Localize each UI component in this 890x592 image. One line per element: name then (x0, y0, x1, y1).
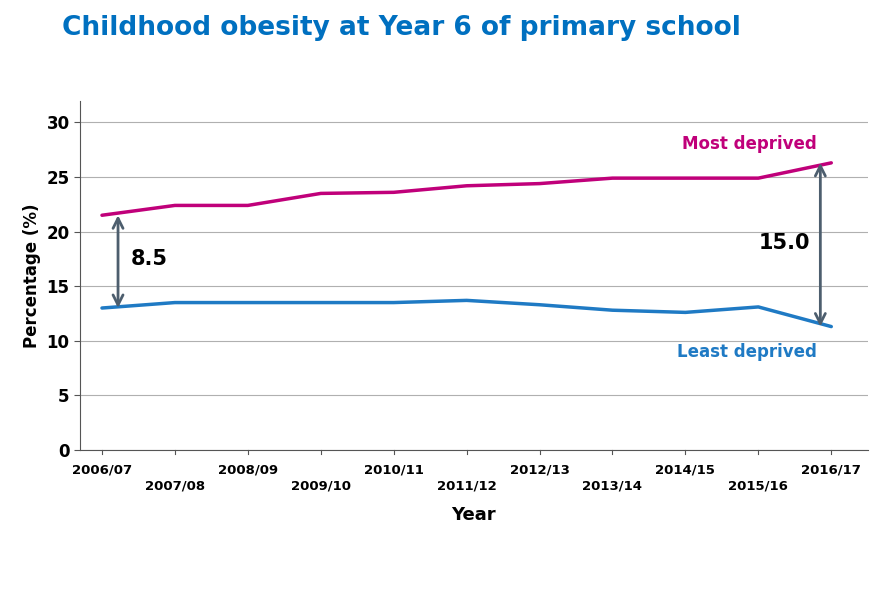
Text: 2015/16: 2015/16 (728, 480, 789, 493)
Text: Least deprived: Least deprived (676, 343, 817, 361)
Text: Year: Year (451, 506, 497, 524)
Text: 2010/11: 2010/11 (364, 464, 424, 477)
Text: 2009/10: 2009/10 (291, 480, 351, 493)
Text: 2007/08: 2007/08 (145, 480, 205, 493)
Text: Childhood obesity at Year 6 of primary school: Childhood obesity at Year 6 of primary s… (62, 15, 741, 41)
Text: 2006/07: 2006/07 (72, 464, 132, 477)
Text: 2014/15: 2014/15 (656, 464, 716, 477)
Y-axis label: Percentage (%): Percentage (%) (23, 203, 41, 348)
Text: 2013/14: 2013/14 (582, 480, 643, 493)
Text: 2008/09: 2008/09 (218, 464, 278, 477)
Text: 15.0: 15.0 (758, 233, 810, 253)
Text: Most deprived: Most deprived (682, 135, 817, 153)
Text: 2016/17: 2016/17 (801, 464, 862, 477)
Text: 8.5: 8.5 (131, 249, 168, 269)
Text: 2012/13: 2012/13 (510, 464, 570, 477)
Text: 2011/12: 2011/12 (437, 480, 497, 493)
